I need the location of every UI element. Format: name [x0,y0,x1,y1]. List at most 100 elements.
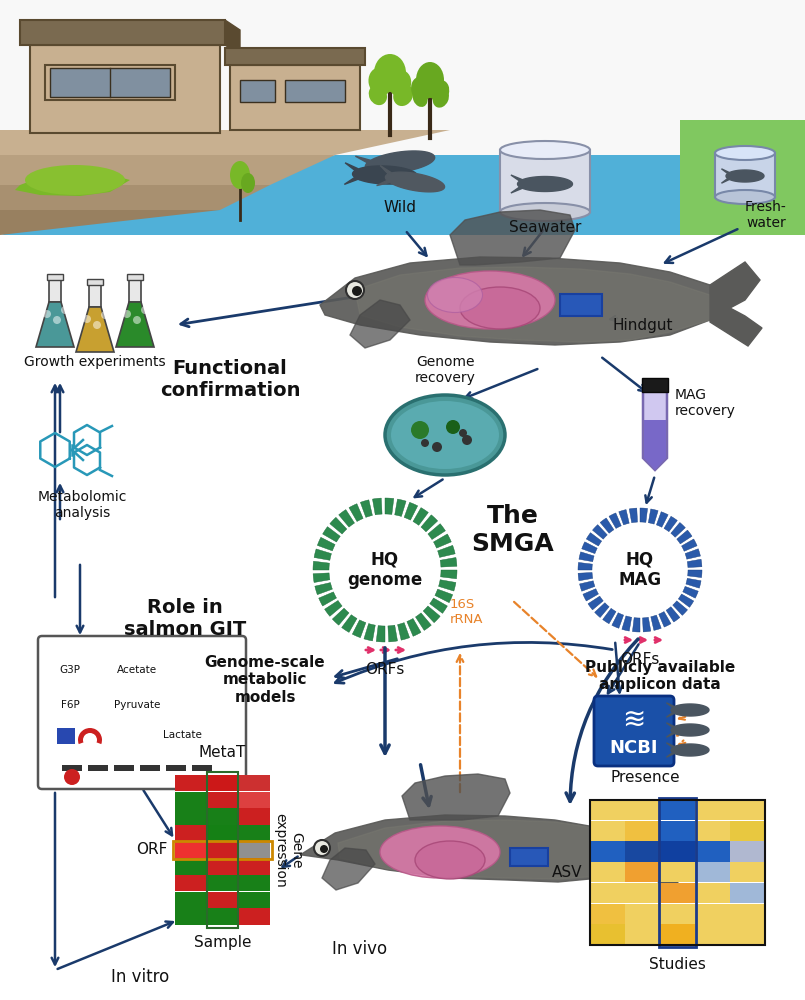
Circle shape [421,439,429,447]
Polygon shape [578,573,592,581]
Circle shape [411,421,429,439]
Polygon shape [440,557,457,567]
Polygon shape [450,210,575,265]
Polygon shape [438,545,455,557]
Bar [207,908,237,924]
Bar [207,775,237,791]
Bar [625,821,659,841]
Bar [730,924,765,944]
Polygon shape [361,500,373,517]
Polygon shape [355,156,373,180]
Text: Lactate: Lactate [163,730,201,740]
Bar [238,808,270,824]
Ellipse shape [25,165,125,195]
Bar [207,772,238,928]
Bar [695,800,729,820]
Bar [240,80,275,102]
Polygon shape [601,518,614,533]
Circle shape [346,281,364,299]
Text: Hindgut: Hindgut [612,318,672,333]
Circle shape [53,316,61,324]
Polygon shape [677,530,692,544]
Polygon shape [394,499,406,516]
FancyBboxPatch shape [38,636,246,789]
Ellipse shape [433,89,449,108]
Bar [238,875,270,891]
Polygon shape [355,267,710,342]
Polygon shape [633,618,640,632]
Text: HQ
MAG: HQ MAG [618,551,662,589]
Text: Studies: Studies [649,957,706,972]
Bar [173,841,272,859]
Polygon shape [685,549,700,559]
Bar [625,841,659,862]
Polygon shape [314,549,332,560]
Polygon shape [353,620,365,638]
Polygon shape [324,600,342,616]
Polygon shape [313,573,330,583]
Bar [510,848,548,866]
Bar [192,765,212,771]
Ellipse shape [500,141,590,159]
Bar [659,798,696,947]
Text: Presence: Presence [610,770,679,785]
Polygon shape [603,608,616,624]
Polygon shape [15,170,130,196]
Polygon shape [686,578,701,588]
Text: ≋: ≋ [622,706,646,734]
Circle shape [432,442,442,452]
Polygon shape [671,704,709,716]
Bar [114,765,134,771]
Bar [730,904,765,924]
Bar [230,65,360,130]
Circle shape [93,321,101,329]
Polygon shape [376,626,385,642]
Bar [660,800,695,820]
Bar [140,765,160,771]
Bar [625,924,659,944]
Polygon shape [609,513,621,528]
Polygon shape [323,527,341,542]
Bar [238,775,270,791]
Bar [625,883,659,903]
Polygon shape [667,723,676,737]
Polygon shape [579,552,594,562]
Bar [695,821,729,841]
Bar [590,800,625,820]
Polygon shape [682,539,697,551]
Ellipse shape [374,54,406,92]
Polygon shape [0,185,270,210]
Bar [500,150,590,212]
Polygon shape [36,302,74,347]
Bar [660,924,695,944]
Polygon shape [630,508,638,523]
Polygon shape [687,559,702,567]
Polygon shape [588,596,603,610]
Ellipse shape [380,826,500,878]
Polygon shape [315,583,332,595]
Bar [285,80,345,102]
Text: The
SMGA: The SMGA [472,504,555,556]
Text: Pyruvate: Pyruvate [114,700,160,710]
Polygon shape [578,562,592,570]
Polygon shape [322,848,375,890]
Polygon shape [518,177,572,191]
Circle shape [446,420,460,434]
Bar [175,792,206,808]
Bar [590,841,625,862]
Bar [625,862,659,882]
Bar [238,892,270,908]
Bar [560,294,602,316]
Text: Growth experiments: Growth experiments [24,355,166,369]
Text: Genome-scale
metabolic
models: Genome-scale metabolic models [204,655,325,705]
Polygon shape [423,606,440,623]
Bar [590,800,765,945]
Bar [660,841,695,862]
Text: In vitro: In vitro [111,968,169,986]
Polygon shape [679,594,694,607]
Polygon shape [404,502,418,520]
Ellipse shape [715,190,775,204]
Polygon shape [664,516,677,532]
Polygon shape [643,390,667,470]
Polygon shape [612,613,624,628]
